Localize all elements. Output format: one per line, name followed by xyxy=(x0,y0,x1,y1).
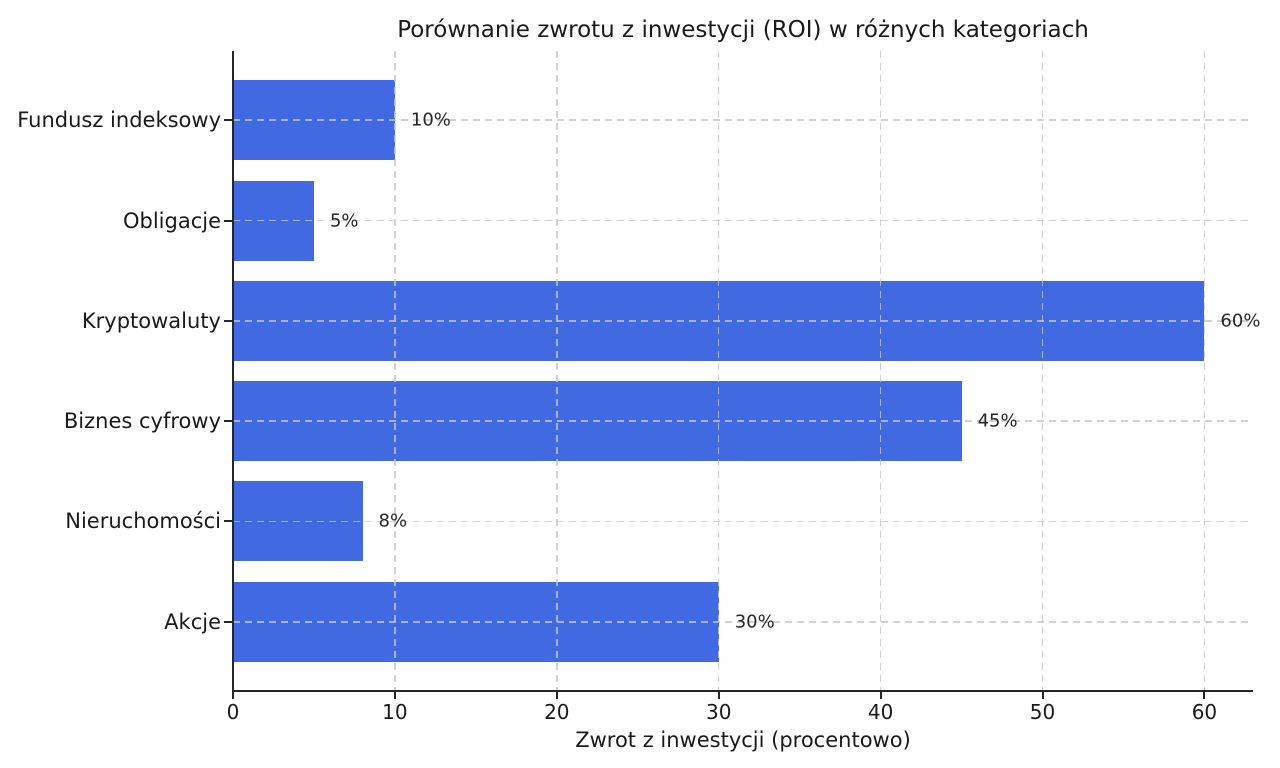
x-tick-label: 0 xyxy=(226,700,240,724)
bar-value-label: 60% xyxy=(1220,310,1261,332)
y-axis-label: Biznes cyfrowy xyxy=(63,409,221,434)
plot-area: 10% 5% 60% 45% 8% 30% xyxy=(224,51,1260,699)
x-tick-label: 60 xyxy=(1191,700,1218,724)
h-gridline xyxy=(233,520,1253,523)
y-axis-label: Nieruchomości xyxy=(65,509,221,534)
x-axis-title: Zwrot z inwestycji (procentowo) xyxy=(575,728,911,752)
x-axis-spine xyxy=(232,690,1253,692)
y-tick-mark xyxy=(224,219,232,222)
v-gridline xyxy=(717,51,720,691)
h-gridline xyxy=(233,420,1253,422)
y-tick-mark xyxy=(224,620,232,623)
x-tick-label: 50 xyxy=(1029,700,1056,724)
x-tick-mark xyxy=(232,692,234,699)
v-gridline xyxy=(394,51,396,691)
h-gridline xyxy=(233,219,1253,222)
x-tick-mark xyxy=(555,692,558,699)
x-tick-label: 10 xyxy=(382,700,408,724)
x-tick-mark xyxy=(393,692,396,699)
h-gridline xyxy=(233,119,1253,121)
x-tick-label: 30 xyxy=(705,700,732,724)
v-gridline xyxy=(879,51,882,691)
v-gridline xyxy=(556,51,558,691)
y-tick-mark xyxy=(224,520,232,523)
bar-value-label: 8% xyxy=(378,510,408,532)
y-axis-label: Akcje xyxy=(164,609,221,634)
h-gridline xyxy=(233,621,1253,623)
y-tick-mark xyxy=(224,420,232,423)
y-axis-spine xyxy=(232,51,234,692)
x-tick-mark xyxy=(717,692,720,699)
chart-title: Porównanie zwrotu z inwestycji (ROI) w r… xyxy=(397,17,1089,43)
x-tick-label: 40 xyxy=(867,700,894,724)
v-gridline xyxy=(1041,51,1044,691)
h-gridline xyxy=(233,320,1253,322)
bar-value-label: 45% xyxy=(977,410,1018,432)
y-tick-mark xyxy=(224,319,232,322)
y-axis-label: Fundusz indeksowy xyxy=(17,108,221,133)
bar-value-label: 10% xyxy=(410,109,451,131)
y-axis-label: Obligacje xyxy=(122,208,221,233)
bar-value-label: 5% xyxy=(329,210,359,232)
x-tick-mark xyxy=(1203,692,1206,699)
x-tick-mark xyxy=(879,692,882,699)
y-axis-label: Kryptowaluty xyxy=(81,308,221,333)
v-gridline xyxy=(1203,51,1206,691)
x-tick-label: 20 xyxy=(544,700,570,724)
bar-value-label: 30% xyxy=(734,611,775,633)
x-tick-mark xyxy=(1041,692,1044,699)
y-tick-mark xyxy=(224,119,232,122)
